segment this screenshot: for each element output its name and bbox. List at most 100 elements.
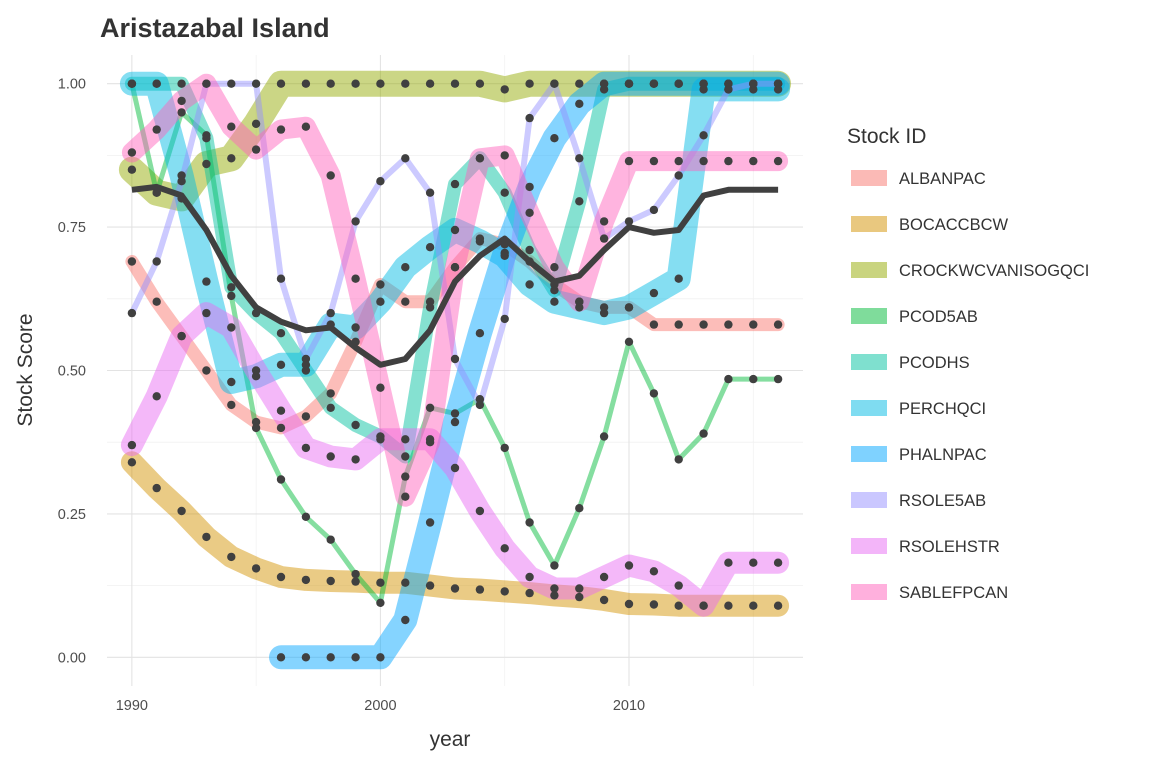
- point-pcodhs: [227, 283, 236, 292]
- point-rsole5ab: [773, 79, 783, 88]
- point-rsolehstr: [401, 435, 410, 444]
- chart-title: Aristazabal Island: [100, 13, 330, 43]
- point-sablefpcan: [376, 383, 385, 392]
- point-rsole5ab: [550, 79, 559, 88]
- point-bocaccbcw: [376, 578, 385, 587]
- point-phalnpac: [500, 248, 509, 258]
- point-bocaccbcw: [351, 577, 360, 586]
- point-phalnpac: [351, 653, 360, 662]
- point-rsolehstr: [525, 572, 534, 582]
- point-pcodhs: [450, 179, 460, 189]
- x-axis-title: year: [430, 728, 471, 751]
- point-rsolehstr: [699, 601, 708, 610]
- point-rsole5ab: [624, 217, 634, 226]
- point-pcod5ab: [276, 475, 286, 484]
- legend-label-crockwcvanisogqci: CROCKWCVANISOGQCI: [899, 262, 1089, 280]
- point-pcod5ab: [724, 374, 733, 384]
- point-pcod5ab: [525, 518, 534, 527]
- point-perchqci: [401, 263, 410, 272]
- legend-key-albanpac: [851, 170, 887, 186]
- point-perchqci: [227, 377, 236, 387]
- point-bocaccbcw: [152, 483, 161, 493]
- point-pcod5ab: [773, 374, 783, 384]
- point-albanpac: [525, 257, 534, 266]
- point-rsolehstr: [624, 561, 634, 570]
- point-phalnpac: [475, 329, 485, 338]
- x-tick-label: 1990: [116, 698, 148, 714]
- point-sablefpcan: [425, 438, 435, 447]
- point-sablefpcan: [351, 274, 360, 283]
- point-pcod5ab: [326, 535, 335, 544]
- point-pcodhs: [202, 134, 211, 143]
- point-bocaccbcw: [227, 552, 236, 562]
- legend-items: ALBANPAC BOCACCBCW CROCKWCVANISOGQCI PCOD5A…: [851, 170, 1089, 602]
- legend-key-pcod5ab: [851, 308, 887, 324]
- point-albanpac: [127, 257, 137, 266]
- legend-key-sablefpcan: [851, 584, 887, 600]
- point-pcod5ab: [177, 108, 186, 117]
- point-phalnpac: [550, 134, 559, 143]
- point-crockwcvanisogqci: [351, 79, 360, 88]
- point-crockwcvanisogqci: [401, 79, 410, 88]
- legend: Stock ID ALBANPAC BOCACCBCW CROCKWCVANISOG…: [847, 125, 1089, 602]
- point-albanpac: [674, 320, 683, 329]
- point-perchqci: [425, 243, 435, 252]
- point-bocaccbcw: [550, 591, 559, 600]
- point-pcodhs: [326, 403, 335, 412]
- point-albanpac: [227, 400, 236, 410]
- point-pcodhs: [500, 188, 509, 197]
- point-rsole5ab: [599, 234, 609, 243]
- point-crockwcvanisogqci: [177, 194, 186, 203]
- point-pcod5ab: [227, 291, 236, 301]
- point-pcod5ab: [575, 504, 584, 513]
- point-rsole5ab: [425, 188, 435, 197]
- x-tick-label: 2000: [364, 698, 396, 714]
- point-perchqci: [674, 274, 683, 283]
- point-phalnpac: [649, 79, 659, 88]
- point-pcod5ab: [699, 429, 708, 438]
- point-crockwcvanisogqci: [376, 79, 385, 88]
- point-rsolehstr: [202, 308, 211, 318]
- point-perchqci: [326, 320, 335, 329]
- point-rsole5ab: [127, 308, 137, 318]
- point-rsole5ab: [475, 400, 485, 410]
- legend-label-bocaccbcw: BOCACCBCW: [899, 216, 1009, 234]
- point-sablefpcan: [401, 492, 410, 501]
- point-pcod5ab: [251, 423, 261, 433]
- point-pcodhs: [276, 329, 286, 338]
- point-rsolehstr: [177, 331, 186, 341]
- point-sablefpcan: [649, 156, 659, 166]
- point-albanpac: [401, 297, 410, 306]
- point-pcod5ab: [152, 188, 161, 197]
- point-albanpac: [749, 320, 758, 329]
- point-sablefpcan: [227, 122, 236, 131]
- point-sablefpcan: [251, 145, 261, 154]
- point-rsole5ab: [450, 354, 460, 364]
- point-perchqci: [152, 79, 161, 88]
- point-crockwcvanisogqci: [227, 154, 236, 163]
- point-crockwcvanisogqci: [475, 79, 485, 88]
- point-perchqci: [376, 297, 385, 306]
- point-pcod5ab: [749, 374, 758, 384]
- y-tick-label: 0.00: [58, 650, 86, 666]
- point-rsolehstr: [599, 572, 609, 582]
- point-pcodhs: [177, 79, 186, 88]
- point-phalnpac: [674, 79, 683, 88]
- point-pcod5ab: [624, 337, 634, 346]
- point-pcod5ab: [376, 598, 385, 607]
- point-perchqci: [127, 79, 137, 88]
- point-crockwcvanisogqci: [326, 79, 335, 88]
- y-axis-ticks: 0.00 0.25 0.50 0.75 1.00: [58, 77, 86, 667]
- point-bocaccbcw: [401, 578, 410, 587]
- point-rsolehstr: [649, 567, 659, 576]
- point-crockwcvanisogqci: [276, 79, 286, 88]
- legend-label-rsolehstr: RSOLEHSTR: [899, 538, 1000, 556]
- point-sablefpcan: [152, 125, 161, 134]
- point-rsole5ab: [251, 79, 261, 88]
- point-pcod5ab: [674, 455, 683, 464]
- point-crockwcvanisogqci: [202, 159, 211, 169]
- point-sablefpcan: [326, 171, 335, 180]
- point-bocaccbcw: [649, 600, 659, 609]
- legend-label-albanpac: ALBANPAC: [899, 170, 986, 188]
- point-rsolehstr: [674, 581, 683, 590]
